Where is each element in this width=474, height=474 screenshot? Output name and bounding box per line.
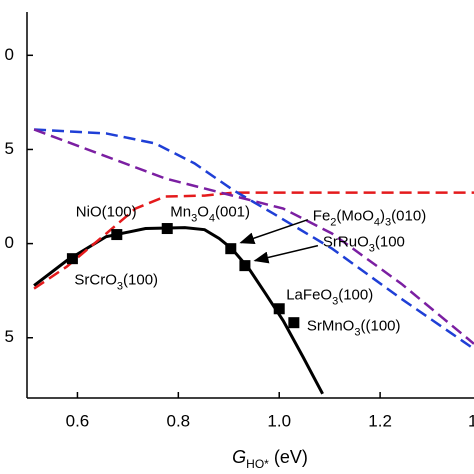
data-line xyxy=(33,128,474,350)
point-label: SrMnO3((100) xyxy=(307,318,401,339)
plot-area xyxy=(33,128,474,395)
x-tick-label: 1.0 xyxy=(267,411,291,430)
x-tick-label: 1 xyxy=(468,411,474,430)
marker xyxy=(273,303,285,315)
data-line xyxy=(33,128,474,345)
marker xyxy=(111,229,123,241)
data-line xyxy=(33,191,474,290)
point-label: Mn3O4(001) xyxy=(170,204,250,225)
y-tick-label: 0 xyxy=(5,233,14,252)
x-tick-label: 0.6 xyxy=(66,411,90,430)
marker xyxy=(239,260,251,272)
y-tick-label: 5 xyxy=(5,139,14,158)
marker xyxy=(288,317,300,329)
x-tick-label: 1.2 xyxy=(368,411,392,430)
point-label: LaFeO3(100) xyxy=(286,287,373,308)
y-tick-label: 5 xyxy=(5,327,14,346)
marker xyxy=(66,253,78,265)
arrow xyxy=(239,218,309,244)
marker xyxy=(161,223,173,235)
x-tick-label: 0.8 xyxy=(167,411,191,430)
x-axis-label: GHO* (eV) xyxy=(232,447,308,471)
point-label: Fe2(MoO4)3(010) xyxy=(313,208,426,229)
data-line xyxy=(33,226,324,395)
point-label: SrRuO3(100 xyxy=(323,234,405,255)
y-tick-label: 0 xyxy=(5,45,14,64)
point-label: SrCrO3(100) xyxy=(74,272,158,293)
point-label: NiO(100) xyxy=(76,204,137,221)
marker xyxy=(225,243,237,255)
arrow xyxy=(253,244,319,264)
